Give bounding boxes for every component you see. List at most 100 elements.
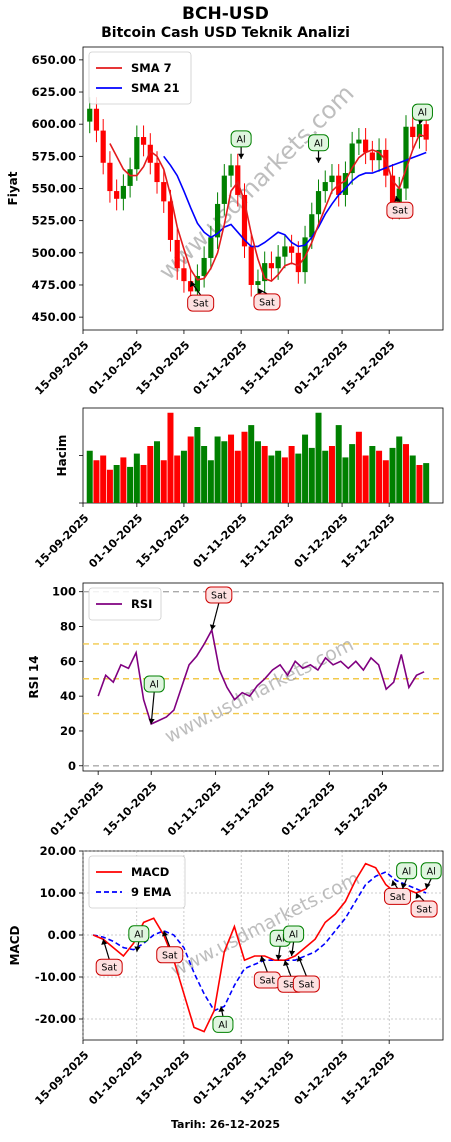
volume-bar [328,446,335,503]
price-y-ticks: 450.00 475.00 500.00 525.00 550.00 575.00 600.… [32,53,83,324]
price-axis-label: Fiyat [6,171,20,205]
x-axis-date-label: Tarih: 26-12-2025 [170,1118,281,1131]
sma21-line [163,151,427,248]
volume-bar [261,446,268,503]
y-tick-label: 20 [60,724,76,738]
signal-arrowhead [288,950,296,956]
sell-signal: Sat [253,955,281,989]
volume-bar [93,460,100,503]
volume-bar [86,450,93,503]
legend: MACD 9 EMA [88,855,186,909]
candle-body [100,130,106,163]
y-tick-label: 525.00 [32,214,76,228]
signal-arrowhead [101,939,108,945]
y-tick-label: 10.00 [40,886,76,900]
sell-signal: Sat [95,939,123,976]
candle-body [235,165,241,195]
ema9-line [92,871,427,1012]
volume-bar [349,444,356,503]
volume-bar [228,434,235,503]
y-tick-label: 500.00 [32,246,76,260]
volume-bar [234,450,241,503]
y-tick-label: 550.00 [32,182,76,196]
signal-arrowhead [209,624,216,630]
volume-bar [154,441,161,503]
sell-signal: Sat [386,195,414,219]
volume-bar [100,455,107,503]
legend: RSI [88,587,162,621]
candle-body [369,152,375,161]
buy-signal: Al [212,1006,234,1033]
signal-arrowhead [134,946,141,952]
volume-bar [147,446,154,503]
volume-bar [120,457,127,503]
volume-bar [416,465,423,503]
signal-label: Al [237,134,246,145]
candle-body [134,137,140,170]
candle-body [410,126,416,138]
volume-bar [187,436,194,503]
signal-badge [187,294,215,312]
y-tick-label: 625.00 [32,85,76,99]
signal-badge [128,925,150,943]
candle-body [248,246,254,285]
volume-bar [409,455,416,503]
signal-arrowhead [148,718,155,724]
y-tick-label: 450.00 [32,310,76,324]
legend-box [88,51,192,105]
signal-arrowhead [257,288,264,295]
signal-badge [410,900,438,918]
candle-body [93,108,100,131]
buy-signal: Al [230,130,252,159]
volume-bar [396,436,403,503]
candle-body [147,144,153,163]
y-tick-label: 475.00 [32,278,76,292]
price-x-ticks: 15-09-202501-10-202515-10-202501-11-2025… [32,330,398,397]
signal-label: Al [276,934,285,945]
candle-body [288,246,295,253]
volume-bar [315,412,322,503]
volume-bar [167,412,174,503]
volume-bar [288,446,295,503]
candle-body [120,185,126,199]
legend: SMA 7 SMA 21 [88,51,192,105]
volume-bar [275,450,282,503]
candle-body [194,275,200,292]
candle-body [423,124,429,140]
buy-signal: Al [420,862,442,890]
x-tick-label: 01-11-2025 [165,779,224,838]
buy-signal: Al [411,103,433,125]
signal-label: Sat [390,892,406,903]
candle-body [349,143,355,174]
signal-label: Al [134,929,143,940]
signal-label: Al [289,930,298,941]
candle-body [275,256,281,269]
signal-label: Al [150,680,159,691]
sell-signal: Sat [205,586,233,631]
buy-signal: Al [128,925,150,952]
macd-y-ticks: -20.00 -10.00 0.00 10.00 20.00 [35,844,83,1026]
signal-arrowhead [400,883,407,889]
candle-body [403,126,409,189]
candle-body [214,203,221,238]
candle-body [221,175,227,204]
x-tick-label: 01-10-2025 [48,779,107,838]
candle-body [309,214,315,238]
candle-body [255,281,261,285]
volume-bar [241,431,248,503]
signal-arrowhead [391,880,398,887]
signal-badge [308,134,330,152]
volume-bar [180,450,187,503]
volume-bar [221,441,228,503]
volume-bar [355,431,362,503]
volume-bar [248,425,255,503]
x-tick-label: 01-12-2025 [279,779,338,838]
candle-body [268,263,275,269]
volume-bar [302,434,309,503]
candle-body [282,246,288,257]
signal-arrowhead [283,960,290,966]
volume-bar [335,425,342,503]
signal-badge [411,103,433,121]
volume-bar [194,427,201,503]
